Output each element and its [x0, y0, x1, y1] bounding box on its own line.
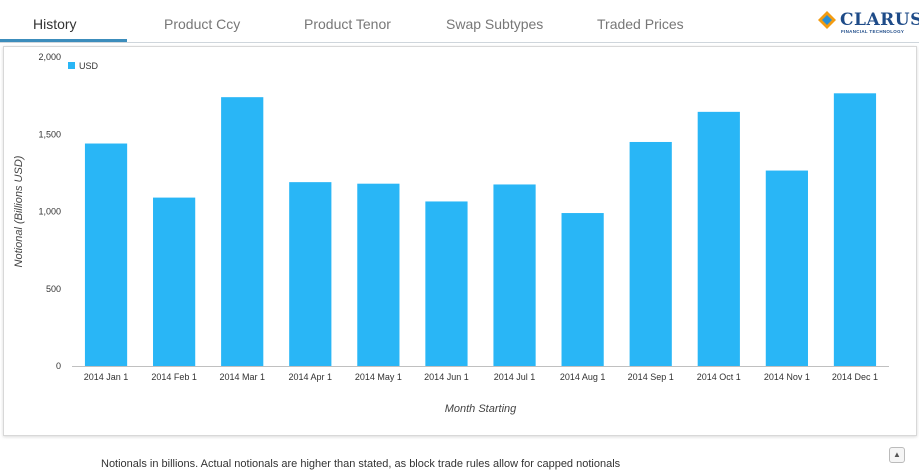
x-tick-label: 2014 Jan 1	[84, 372, 129, 382]
bar-2014-aug-1[interactable]	[561, 213, 604, 366]
clarus-logo: CLARUS FINANCIAL TECHNOLOGY	[818, 9, 919, 37]
y-tick-label: 2,000	[38, 52, 61, 62]
x-tick-label: 2014 Apr 1	[289, 372, 333, 382]
collapse-up-icon[interactable]: ▲	[889, 447, 905, 463]
bar-2014-jul-1[interactable]	[493, 184, 536, 366]
logo-tagline: FINANCIAL TECHNOLOGY	[841, 29, 905, 34]
bar-2014-nov-1[interactable]	[765, 170, 808, 366]
x-tick-label: 2014 Jun 1	[424, 372, 469, 382]
bar-2014-dec-1[interactable]	[833, 93, 877, 366]
tab-swap-subtypes[interactable]: Swap Subtypes	[446, 16, 544, 32]
bar-2014-oct-1[interactable]	[697, 111, 740, 366]
y-axis-title: Notional (Billions USD)	[13, 155, 25, 267]
x-tick-label: 2014 Nov 1	[764, 372, 810, 382]
x-axis-title: Month Starting	[445, 403, 517, 415]
x-tick-label: 2014 Sep 1	[628, 372, 674, 382]
legend[interactable]: USD	[68, 61, 99, 71]
x-tick-label: 2014 Oct 1	[697, 372, 741, 382]
bar-2014-jun-1[interactable]	[425, 201, 468, 366]
bar-2014-sep-1[interactable]	[629, 141, 672, 366]
x-tick-label: 2014 May 1	[355, 372, 402, 382]
tab-traded-prices[interactable]: Traded Prices	[597, 16, 684, 32]
y-tick-label: 1,500	[38, 129, 61, 139]
bar-2014-may-1[interactable]	[357, 183, 400, 366]
x-tick-label: 2014 Feb 1	[151, 372, 197, 382]
y-tick-label: 1,000	[38, 207, 61, 217]
x-tick-label: 2014 Dec 1	[832, 372, 878, 382]
chart-panel: 0 500 1,000 1,500 2,000 2014 Jan 1 2014 Feb 1…	[3, 46, 917, 436]
y-tick-label: 0	[56, 361, 61, 371]
tab-product-tenor[interactable]: Product Tenor	[304, 16, 391, 32]
x-tick-label: 2014 Aug 1	[560, 372, 606, 382]
tab-history[interactable]: History	[33, 16, 77, 32]
y-tick-label: 500	[46, 284, 61, 294]
tab-bar: History Product Ccy Product Tenor Swap S…	[0, 0, 919, 43]
bar-2014-jan-1[interactable]	[84, 143, 128, 366]
x-tick-label: 2014 Jul 1	[494, 372, 536, 382]
x-tick-label: 2014 Mar 1	[219, 372, 265, 382]
active-tab-indicator	[0, 39, 127, 42]
legend-swatch-usd	[68, 62, 75, 69]
footnote: Notionals in billions. Actual notionals …	[101, 458, 621, 470]
bar-chart: 0 500 1,000 1,500 2,000 2014 Jan 1 2014 Feb 1…	[13, 52, 889, 415]
bar-2014-feb-1[interactable]	[153, 197, 196, 366]
logo-wordmark: CLARUS	[840, 10, 919, 30]
bar-2014-mar-1[interactable]	[221, 97, 264, 367]
logo-diamond-icon	[818, 11, 836, 29]
legend-label-usd: USD	[79, 61, 99, 71]
bar-2014-apr-1[interactable]	[289, 182, 332, 366]
tab-product-ccy[interactable]: Product Ccy	[164, 16, 241, 32]
